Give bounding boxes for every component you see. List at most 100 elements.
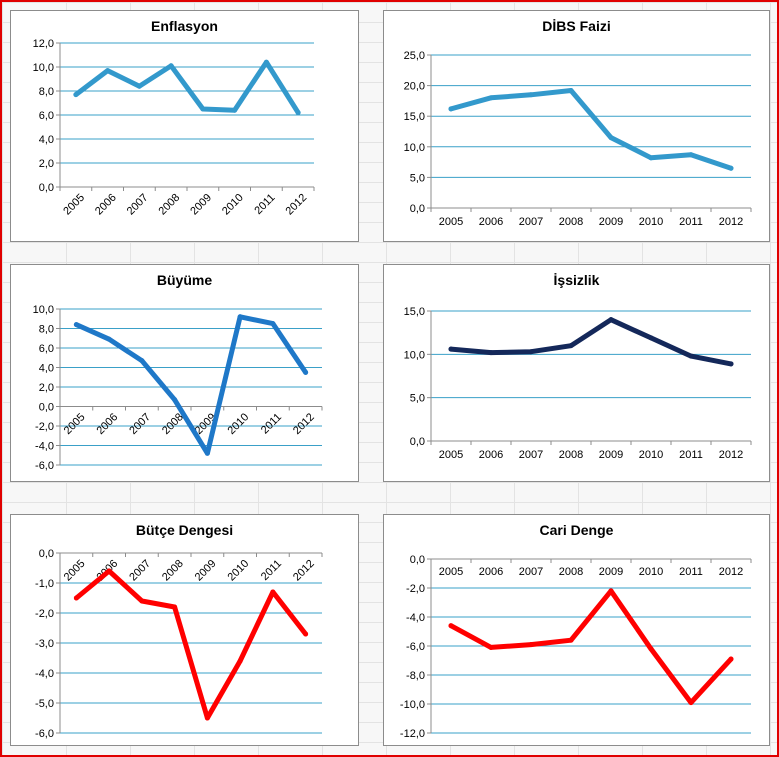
- data-point: [648, 646, 654, 652]
- y-tick-label: 0,0: [39, 402, 54, 414]
- y-tick-label: 0,0: [39, 182, 54, 194]
- chart-title: Büyüme: [157, 272, 212, 288]
- y-tick-label: -10,0: [400, 699, 425, 711]
- data-point: [608, 588, 614, 594]
- x-tick-label: 2009: [188, 192, 214, 218]
- data-point: [568, 637, 574, 643]
- chart-svg: Büyüme -6,0 -4,0 -2,0 0,0 2,0 4,0 6,0 8,0 10,0 200…: [33, 272, 323, 472]
- chart-svg: İşsizlik 0,0 5,0 10,0 15,0 2005 2006 2007 2008 20…: [404, 272, 752, 461]
- chart-svg: Bütçe Dengesi -6,0 -5,0 -4,0 -3,0 -2,0 -1,0 0,0…: [35, 522, 323, 740]
- chart-dibs-faizi[interactable]: DİBS Faizi 0,0 5,0 10,0 15,0 20,0 25,0 2005 2006…: [383, 10, 770, 242]
- y-tick-label: -5,0: [35, 698, 54, 710]
- x-tick-label: 2012: [719, 449, 743, 461]
- chart-cari-denge[interactable]: Cari Denge -12,0 -10,0 -8,0 -6,0 -4,0 -2,0 0,0 2…: [383, 514, 770, 746]
- y-tick-label: 4,0: [39, 134, 54, 146]
- data-point: [237, 314, 243, 320]
- x-tick-label: 2010: [220, 192, 246, 218]
- x-tick-label: 2009: [599, 566, 623, 578]
- x-tick-label: 2007: [127, 558, 153, 584]
- x-tick-label: 2007: [519, 566, 543, 578]
- y-tick-label: 10,0: [404, 142, 425, 154]
- chart-buyume[interactable]: Büyüme -6,0 -4,0 -2,0 0,0 2,0 4,0 6,0 8,0 10,0 200…: [10, 264, 359, 482]
- series-line: [73, 314, 309, 456]
- data-point: [200, 106, 206, 112]
- x-tick-label: 2006: [95, 411, 121, 437]
- x-tick-label: 2006: [479, 216, 503, 228]
- chart-enflasyon[interactable]: Enflasyon 0,0 2,0 4,0 6,0 8,0 10,0 12,0 2005 2006…: [10, 10, 359, 242]
- chart-title: DİBS Faizi: [542, 18, 610, 34]
- data-point: [73, 92, 79, 98]
- y-tick-label: -2,0: [406, 583, 425, 595]
- y-tick-label: 10,0: [404, 349, 425, 361]
- data-point: [528, 642, 534, 648]
- series-line: [448, 588, 734, 706]
- data-point: [270, 321, 276, 327]
- y-tick-label: 10,0: [33, 304, 54, 316]
- x-tick-label: 2010: [639, 216, 663, 228]
- data-point: [232, 107, 238, 113]
- y-tick-label: -3,0: [35, 638, 54, 650]
- series-line: [448, 88, 734, 171]
- data-point: [106, 336, 112, 342]
- x-tick-label: 2011: [259, 558, 284, 583]
- y-tick-label: 0,0: [410, 203, 425, 215]
- x-tick-label: 2010: [639, 449, 663, 461]
- y-tick-label: 5,0: [410, 172, 425, 184]
- data-point: [303, 631, 309, 637]
- chart-title: İşsizlik: [554, 272, 600, 288]
- series-line: [73, 59, 301, 116]
- data-point: [263, 59, 269, 65]
- y-tick-label: 5,0: [410, 393, 425, 405]
- y-tick-label: -8,0: [406, 670, 425, 682]
- y-tick-label: -2,0: [35, 608, 54, 620]
- data-point: [295, 110, 301, 116]
- x-tick-label: 2007: [519, 449, 543, 461]
- y-tick-label: 8,0: [39, 86, 54, 98]
- y-tick-label: -6,0: [35, 728, 54, 740]
- y-tick-label: 25,0: [404, 50, 425, 62]
- chart-svg: Enflasyon 0,0 2,0 4,0 6,0 8,0 10,0 12,0 2005 2006…: [33, 18, 315, 218]
- chart-svg: Cari Denge -12,0 -10,0 -8,0 -6,0 -4,0 -2,0 0,0 2…: [400, 522, 752, 740]
- data-point: [528, 92, 534, 98]
- data-point: [106, 568, 112, 574]
- x-tick-label: 2006: [479, 449, 503, 461]
- chart-title: Cari Denge: [540, 522, 614, 538]
- data-point: [648, 155, 654, 161]
- y-tick-label: 15,0: [404, 111, 425, 123]
- data-point: [608, 135, 614, 141]
- y-tick-label: 10,0: [33, 62, 54, 74]
- data-point: [728, 361, 734, 367]
- data-point: [448, 346, 454, 352]
- x-tick-label: 2008: [559, 216, 583, 228]
- chart-issizlik[interactable]: İşsizlik 0,0 5,0 10,0 15,0 2005 2006 2007 2008 20…: [383, 264, 770, 482]
- y-tick-label: -12,0: [400, 728, 425, 740]
- x-tick-label: 2005: [439, 216, 463, 228]
- chart-butce-dengesi[interactable]: Bütçe Dengesi -6,0 -5,0 -4,0 -3,0 -2,0 -1,0 0,0…: [10, 514, 359, 746]
- x-tick-label: 2011: [679, 566, 703, 578]
- x-tick-label: 2010: [226, 411, 252, 437]
- data-point: [488, 350, 494, 356]
- data-point: [136, 83, 142, 89]
- x-tick-label: 2005: [439, 566, 463, 578]
- y-tick-label: 8,0: [39, 324, 54, 336]
- x-tick-label: 2007: [519, 216, 543, 228]
- y-tick-label: 4,0: [39, 363, 54, 375]
- x-tick-label: 2011: [679, 449, 703, 461]
- y-tick-label: 6,0: [39, 343, 54, 355]
- data-point: [237, 658, 243, 664]
- x-tick-label: 2008: [157, 192, 183, 218]
- chart-title: Bütçe Dengesi: [136, 522, 233, 538]
- data-point: [688, 700, 694, 706]
- data-point: [568, 87, 574, 93]
- y-tick-label: -1,0: [35, 578, 54, 590]
- data-point: [105, 68, 111, 74]
- data-point: [728, 656, 734, 662]
- x-tick-label: 2011: [679, 216, 703, 228]
- data-point: [172, 397, 178, 403]
- x-tick-label: 2005: [62, 411, 88, 437]
- x-tick-label: 2007: [127, 411, 153, 437]
- y-tick-label: 0,0: [410, 554, 425, 566]
- y-tick-label: 12,0: [33, 38, 54, 50]
- x-tick-label: 2007: [125, 192, 151, 218]
